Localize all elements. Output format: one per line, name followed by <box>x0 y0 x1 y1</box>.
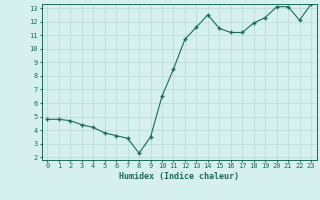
X-axis label: Humidex (Indice chaleur): Humidex (Indice chaleur) <box>119 172 239 181</box>
